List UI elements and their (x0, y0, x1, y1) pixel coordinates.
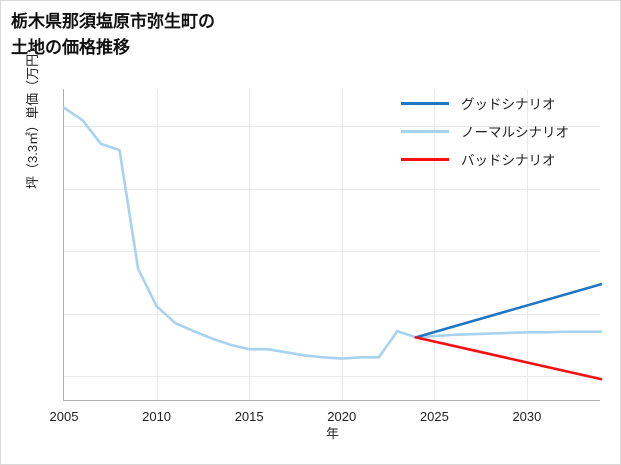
legend-item-bad[interactable]: バッドシナリオ (401, 145, 601, 173)
gridline-vertical (341, 89, 343, 400)
gridline-vertical (156, 89, 158, 400)
gridline-vertical (249, 89, 251, 400)
legend-swatch-good (401, 101, 449, 105)
y-axis-label: 坪（3.3㎡）単価（万円） (25, 40, 40, 189)
legend-swatch-bad (401, 157, 449, 161)
gridline-horizontal (64, 126, 600, 128)
gridline-horizontal (64, 313, 600, 315)
x-tick-label: 2005 (49, 409, 79, 424)
legend-item-good[interactable]: グッドシナリオ (401, 89, 601, 117)
series-line (62, 106, 603, 360)
x-axis-label: 年 (325, 426, 339, 441)
gridline-horizontal (64, 251, 600, 253)
series-line (414, 283, 603, 339)
page-title: 栃木県那須塩原市弥生町の 土地の価格推移 (11, 12, 215, 57)
legend-label-good: グッドシナリオ (461, 97, 556, 112)
data-series-lines (62, 106, 603, 381)
gridline-horizontal (64, 188, 600, 190)
x-tick-label: 2010 (142, 409, 172, 424)
legend-swatch-normal (401, 129, 449, 133)
legend: グッドシナリオ ノーマルシナリオ バッドシナリオ (401, 89, 601, 173)
legend-label-bad: バッドシナリオ (461, 153, 556, 168)
x-tick-label: 2025 (419, 409, 449, 424)
legend-label-normal: ノーマルシナリオ (461, 125, 569, 140)
x-tick-label: 2020 (327, 409, 357, 424)
gridline-vertical (526, 89, 528, 400)
series-line (414, 336, 603, 381)
x-tick-label: 2030 (512, 409, 542, 424)
x-tick-label: 2015 (234, 409, 264, 424)
gridline-horizontal (64, 376, 600, 378)
gridline-vertical (434, 89, 436, 400)
legend-item-normal[interactable]: ノーマルシナリオ (401, 117, 601, 145)
